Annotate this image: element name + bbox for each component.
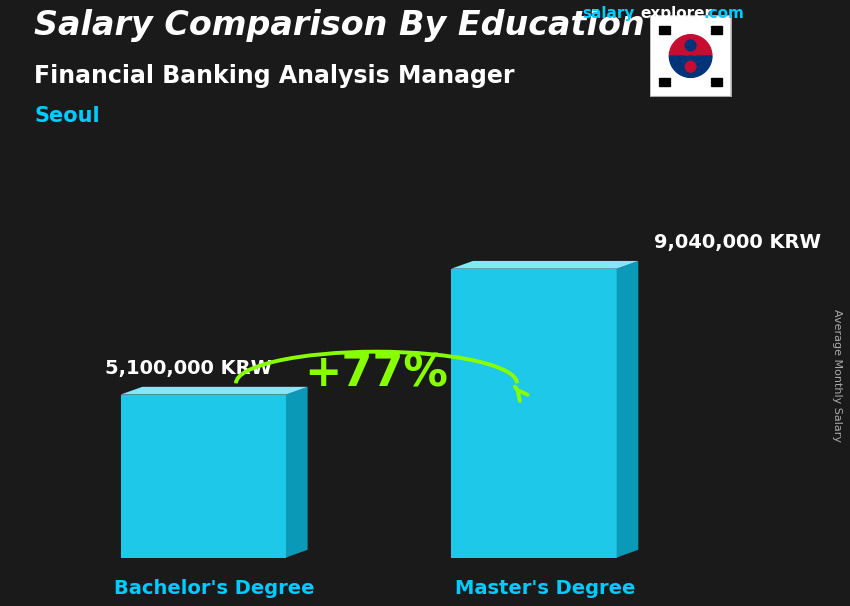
Bar <box>711 84 722 87</box>
Text: +77%: +77% <box>304 352 449 395</box>
Bar <box>665 81 670 83</box>
Bar <box>659 78 670 80</box>
Text: Master's Degree: Master's Degree <box>455 579 635 598</box>
Circle shape <box>685 40 696 51</box>
Bar <box>659 25 670 28</box>
Circle shape <box>685 61 696 72</box>
Polygon shape <box>451 268 616 558</box>
Bar <box>711 32 722 34</box>
Bar <box>711 78 722 80</box>
Polygon shape <box>121 387 308 395</box>
Bar <box>711 29 717 31</box>
Text: Average Monthly Salary: Average Monthly Salary <box>832 309 842 442</box>
Circle shape <box>680 35 701 56</box>
Text: salary: salary <box>582 6 635 21</box>
Polygon shape <box>451 261 638 268</box>
Polygon shape <box>121 395 286 558</box>
Polygon shape <box>669 56 712 78</box>
Bar <box>659 32 670 34</box>
Text: 5,100,000 KRW: 5,100,000 KRW <box>105 359 272 378</box>
Bar <box>659 84 670 87</box>
Circle shape <box>680 56 701 78</box>
Text: Bachelor's Degree: Bachelor's Degree <box>114 579 314 598</box>
Bar <box>659 29 670 31</box>
Bar <box>659 81 664 83</box>
Text: 9,040,000 KRW: 9,040,000 KRW <box>654 233 821 252</box>
Bar <box>717 29 722 31</box>
FancyBboxPatch shape <box>649 15 732 97</box>
Text: Financial Banking Analysis Manager: Financial Banking Analysis Manager <box>34 64 514 88</box>
Text: .com: .com <box>704 6 745 21</box>
Text: explorer: explorer <box>640 6 712 21</box>
Polygon shape <box>669 35 712 56</box>
Text: Seoul: Seoul <box>34 106 99 126</box>
Polygon shape <box>616 261 638 558</box>
Bar <box>711 81 722 83</box>
Bar <box>711 25 722 28</box>
Text: Salary Comparison By Education: Salary Comparison By Education <box>34 9 644 42</box>
Polygon shape <box>286 387 308 558</box>
Circle shape <box>669 35 712 78</box>
